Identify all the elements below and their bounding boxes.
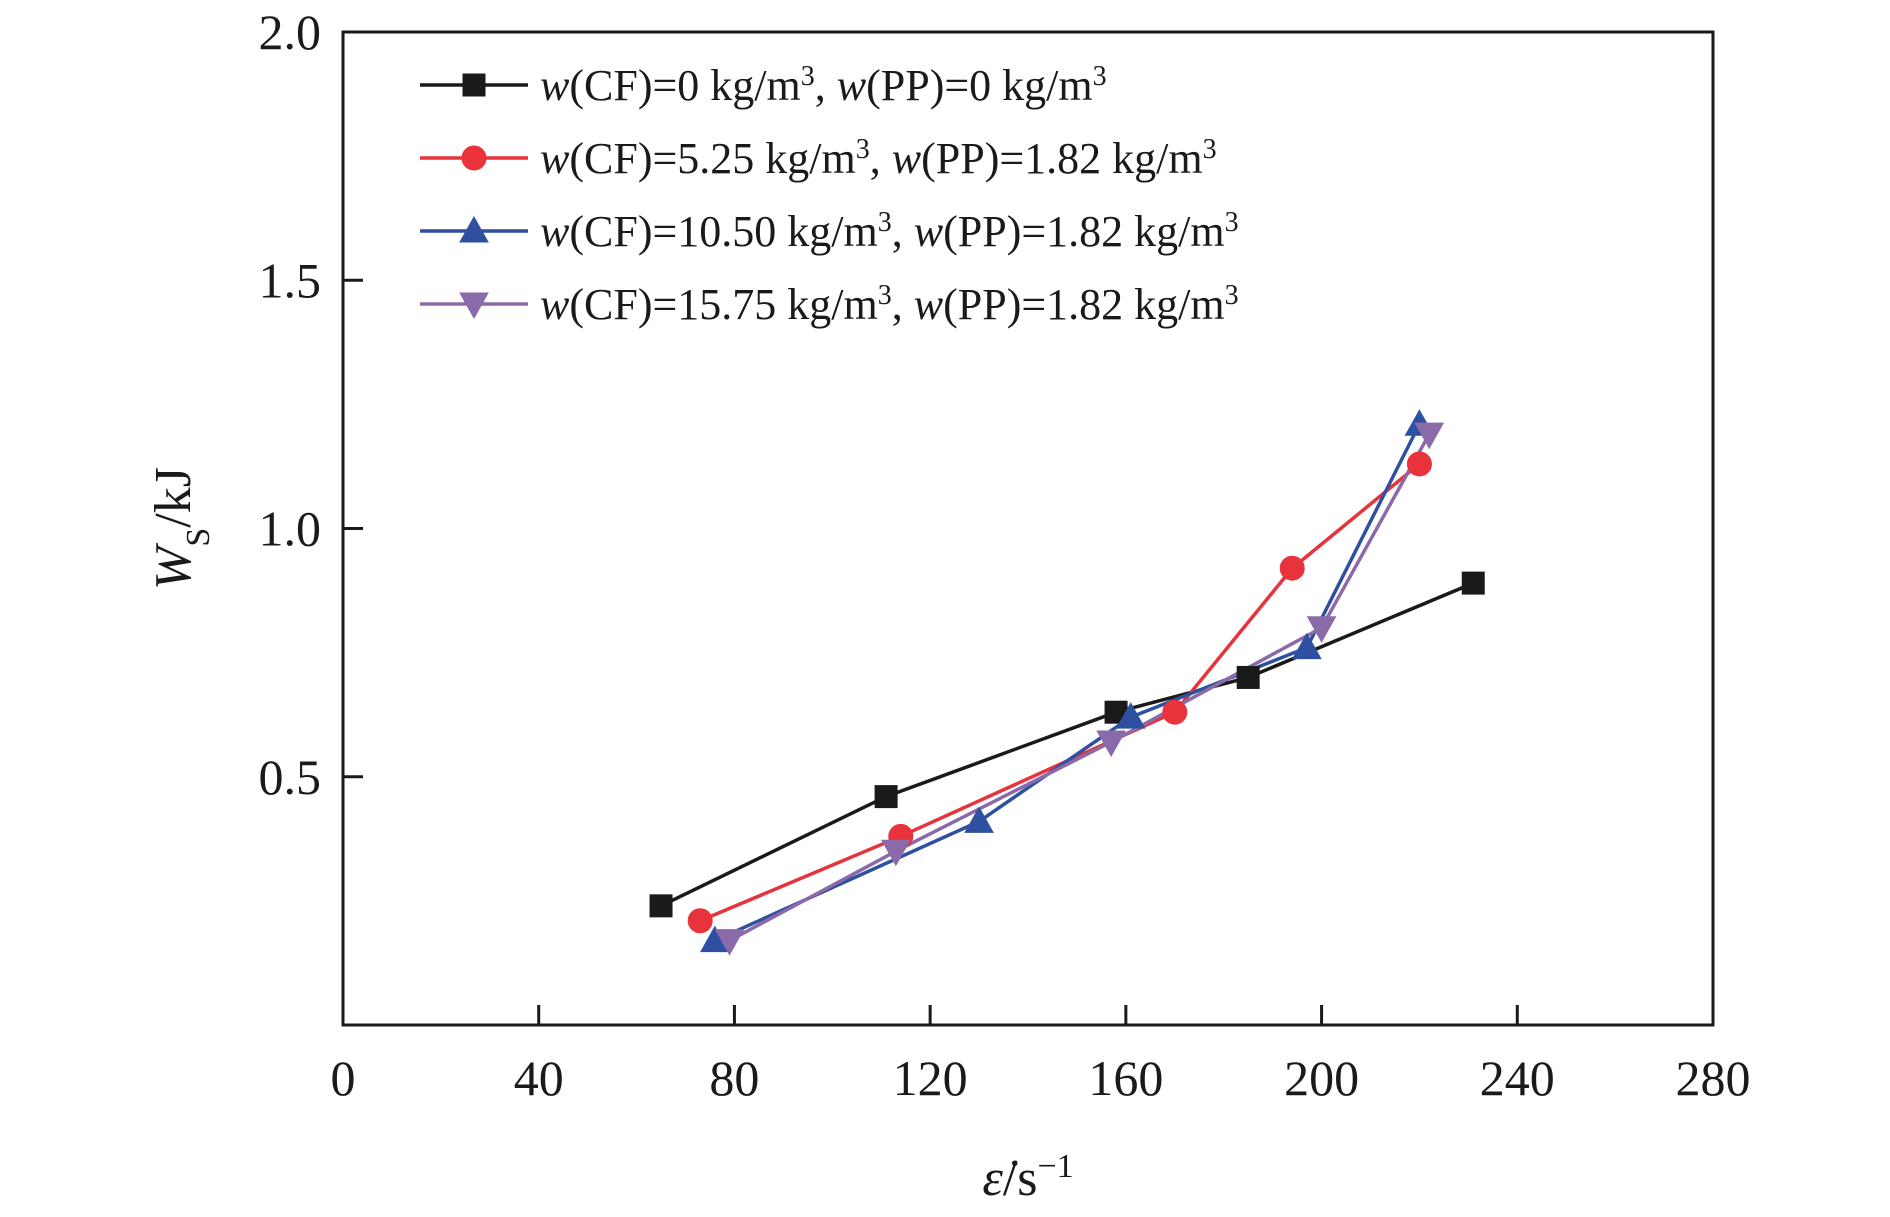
data-point xyxy=(1115,702,1146,729)
data-point xyxy=(1279,555,1305,581)
data-point xyxy=(1406,451,1432,477)
data-point xyxy=(714,929,745,956)
x-tick-label: 200 xyxy=(1284,1050,1359,1106)
data-point xyxy=(1461,571,1485,595)
data-point xyxy=(649,894,673,918)
y-tick-label: 1.5 xyxy=(259,252,322,308)
series-line-2 xyxy=(699,462,1421,923)
y-tick-label: 1.0 xyxy=(259,501,322,557)
legend-label: w(CF)=15.75 kg/m3, w(PP)=1.82 kg/m3 xyxy=(540,280,1239,330)
y-tick-label: 2.0 xyxy=(259,4,322,60)
data-point xyxy=(1162,699,1188,725)
data-point xyxy=(687,908,713,934)
legend-label: w(CF)=5.25 kg/m3, w(PP)=1.82 kg/m3 xyxy=(540,134,1217,184)
plot-markers xyxy=(649,409,1485,956)
y-axis-label: WS/kJ xyxy=(145,467,217,590)
x-tick-label: 240 xyxy=(1480,1050,1555,1106)
data-point xyxy=(459,215,489,243)
data-point xyxy=(1414,422,1445,450)
data-point xyxy=(459,292,489,320)
data-point xyxy=(964,806,994,833)
x-tick-label: 80 xyxy=(709,1050,759,1106)
data-point xyxy=(1236,665,1260,689)
data-point xyxy=(881,839,911,867)
x-tick-label: 40 xyxy=(514,1050,564,1106)
legend-label: w(CF)=0 kg/m3, w(PP)=0 kg/m3 xyxy=(540,61,1107,111)
y-axis: 0.5 1.0 1.5 2.0 xyxy=(259,4,363,805)
x-tick-label: 120 xyxy=(893,1050,968,1106)
y-tick-label: 0.5 xyxy=(259,749,322,805)
data-point xyxy=(1292,632,1322,660)
data-point xyxy=(462,73,486,97)
data-point xyxy=(1306,616,1337,643)
series-line-1 xyxy=(660,581,1474,908)
x-axis: 0 40 80 120 160 200 240 280 xyxy=(331,1005,1751,1106)
x-tick-label: 280 xyxy=(1676,1050,1751,1106)
x-axis-label: ε̇/s−1 xyxy=(982,1148,1073,1208)
data-point xyxy=(874,785,898,809)
series-line-3 xyxy=(714,423,1421,943)
data-point xyxy=(461,145,487,171)
data-point xyxy=(1096,730,1127,758)
x-tick-label: 160 xyxy=(1088,1050,1163,1106)
plot-lines xyxy=(660,423,1474,943)
legend: w(CF)=0 kg/m3, w(PP)=0 kg/m3 w(CF)=5.25 k… xyxy=(420,61,1239,330)
legend-label: w(CF)=10.50 kg/m3, w(PP)=1.82 kg/m3 xyxy=(540,207,1239,257)
x-tick-label: 0 xyxy=(331,1050,356,1106)
